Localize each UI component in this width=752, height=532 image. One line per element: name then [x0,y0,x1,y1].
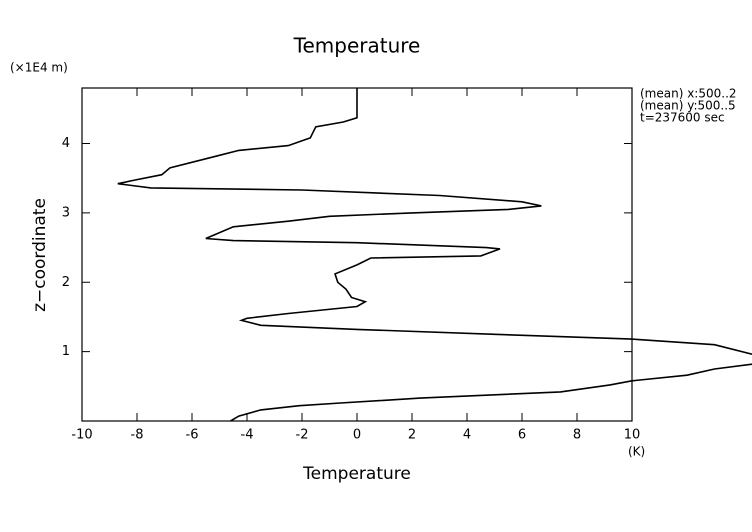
annotation: (mean) x:500..2 [640,87,737,101]
annotation: (mean) y:500..5 [640,99,736,113]
x-tick-label: 10 [624,428,641,443]
x-axis-label: Temperature [302,464,411,484]
chart-title: Temperature [293,34,421,58]
y-tick-label: 4 [62,136,70,151]
y-axis-unit: (×1E4 m) [10,61,68,75]
y-axis-label: z−coordinate [30,198,50,312]
x-axis-unit: (K) [628,445,645,459]
x-tick-label: -8 [131,428,144,443]
x-tick-label: 8 [573,428,581,443]
y-tick-label: 1 [62,344,70,359]
x-tick-label: 0 [353,428,361,443]
plot-frame [81,87,633,422]
x-tick-label: -4 [241,428,254,443]
y-tick-label: 2 [62,275,70,290]
x-tick-label: -6 [186,428,199,443]
data-line [117,88,752,422]
y-tick-label: 3 [62,205,70,220]
x-tick-label: 4 [463,428,471,443]
x-tick-label: 2 [408,428,416,443]
x-tick-label: 6 [518,428,526,443]
x-tick-label: -2 [296,428,309,443]
x-tick-label: -10 [71,428,92,443]
annotation: t=237600 sec [640,111,725,125]
